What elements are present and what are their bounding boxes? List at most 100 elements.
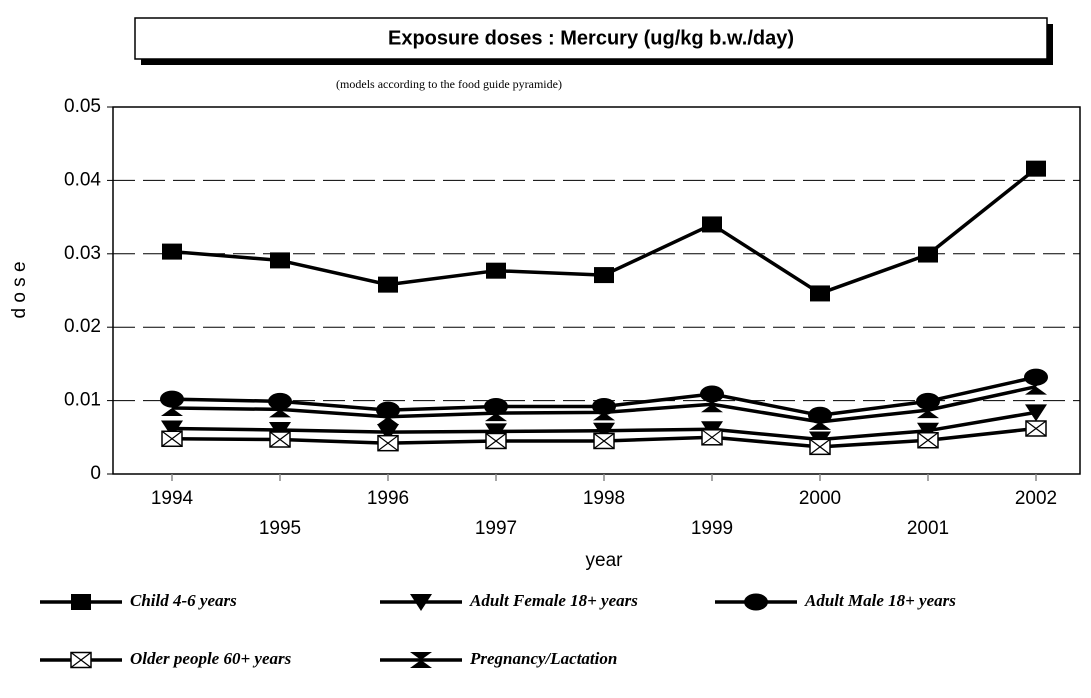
marker-bowtie bbox=[269, 401, 291, 418]
marker bbox=[744, 593, 768, 611]
x-tick-label: 1995 bbox=[259, 518, 301, 539]
marker-bowtie bbox=[377, 408, 399, 425]
marker-square bbox=[486, 262, 506, 279]
marker bbox=[410, 652, 432, 668]
marker bbox=[161, 420, 183, 438]
marker-cross bbox=[485, 432, 507, 449]
y-tick-label: 0.04 bbox=[64, 169, 101, 190]
marker-bowtie bbox=[161, 399, 183, 416]
x-tick-label: 1994 bbox=[151, 488, 194, 509]
x-tick-label: 2000 bbox=[799, 488, 841, 509]
marker-triangle bbox=[593, 422, 615, 440]
marker-triangle bbox=[917, 422, 939, 440]
marker-cross bbox=[70, 652, 92, 668]
marker bbox=[485, 423, 507, 441]
marker-bowtie bbox=[1025, 378, 1047, 395]
marker bbox=[269, 421, 291, 439]
marker-square bbox=[71, 594, 91, 610]
y-tick-label: 0.05 bbox=[64, 96, 101, 117]
marker bbox=[809, 438, 831, 456]
marker bbox=[269, 401, 291, 418]
marker-square bbox=[270, 252, 290, 269]
x-tick-label: 1998 bbox=[583, 488, 625, 509]
marker bbox=[593, 432, 615, 450]
marker-square bbox=[702, 216, 722, 233]
marker-triangle bbox=[410, 594, 432, 611]
marker-cross bbox=[917, 432, 939, 449]
marker bbox=[161, 399, 183, 416]
marker-circle bbox=[268, 392, 292, 410]
marker bbox=[378, 276, 398, 293]
marker-cross bbox=[809, 438, 831, 455]
marker bbox=[162, 243, 182, 260]
marker bbox=[410, 594, 432, 611]
y-tick-label: 0.02 bbox=[64, 316, 101, 337]
marker-square bbox=[594, 267, 614, 284]
x-tick-label: 1997 bbox=[475, 518, 517, 539]
marker bbox=[593, 422, 615, 440]
marker bbox=[377, 434, 399, 452]
marker-cross bbox=[701, 429, 723, 446]
y-tick-label: 0.01 bbox=[64, 390, 101, 411]
marker bbox=[377, 424, 399, 442]
marker-cross bbox=[1025, 420, 1047, 437]
title-box bbox=[134, 17, 1048, 60]
legend-label: Adult Male 18+ years bbox=[804, 591, 956, 610]
marker-triangle bbox=[485, 423, 507, 441]
marker bbox=[918, 246, 938, 263]
y-tick-label: 0 bbox=[90, 463, 101, 484]
marker bbox=[810, 285, 830, 302]
legend-label: Child 4-6 years bbox=[130, 591, 237, 610]
marker-bowtie bbox=[410, 652, 432, 668]
x-tick-label: 1996 bbox=[367, 488, 409, 509]
x-tick-label: 2001 bbox=[907, 518, 949, 539]
marker bbox=[917, 402, 939, 419]
marker bbox=[70, 651, 92, 669]
marker bbox=[377, 408, 399, 425]
marker bbox=[917, 431, 939, 449]
marker-bowtie bbox=[485, 405, 507, 422]
marker-bowtie bbox=[593, 404, 615, 421]
marker-triangle bbox=[377, 424, 399, 442]
marker-square bbox=[918, 246, 938, 263]
x-axis-title: year bbox=[586, 550, 624, 571]
marker bbox=[917, 422, 939, 440]
chart-subtitle: (models according to the food guide pyra… bbox=[336, 77, 562, 91]
legend-label: Pregnancy/Lactation bbox=[469, 649, 617, 668]
marker-square bbox=[162, 243, 182, 260]
marker bbox=[486, 262, 506, 279]
marker bbox=[71, 594, 91, 610]
marker-bowtie bbox=[701, 396, 723, 413]
marker-bowtie bbox=[809, 413, 831, 430]
marker-cross bbox=[593, 432, 615, 449]
marker bbox=[1026, 160, 1046, 177]
marker bbox=[594, 267, 614, 284]
marker-triangle bbox=[161, 420, 183, 438]
marker bbox=[161, 430, 183, 448]
marker bbox=[485, 405, 507, 422]
marker-square bbox=[378, 276, 398, 293]
marker bbox=[1025, 404, 1047, 422]
marker-circle bbox=[744, 593, 768, 611]
marker bbox=[485, 432, 507, 450]
y-axis-title: d o s e bbox=[9, 261, 30, 318]
marker-cross bbox=[377, 435, 399, 452]
marker bbox=[1025, 378, 1047, 395]
marker bbox=[701, 396, 723, 413]
marker-cross bbox=[269, 431, 291, 448]
marker bbox=[809, 413, 831, 430]
marker bbox=[270, 252, 290, 269]
marker bbox=[269, 431, 291, 448]
x-tick-label: 1999 bbox=[691, 518, 733, 539]
marker bbox=[702, 216, 722, 233]
marker-triangle bbox=[1025, 404, 1047, 422]
plot-frame bbox=[112, 106, 1081, 475]
marker bbox=[268, 392, 292, 410]
x-tick-label: 2002 bbox=[1015, 488, 1057, 509]
y-tick-label: 0.03 bbox=[64, 243, 101, 264]
marker-square bbox=[1026, 160, 1046, 177]
marker-cross bbox=[161, 430, 183, 447]
marker bbox=[593, 404, 615, 421]
marker-bowtie bbox=[917, 402, 939, 419]
